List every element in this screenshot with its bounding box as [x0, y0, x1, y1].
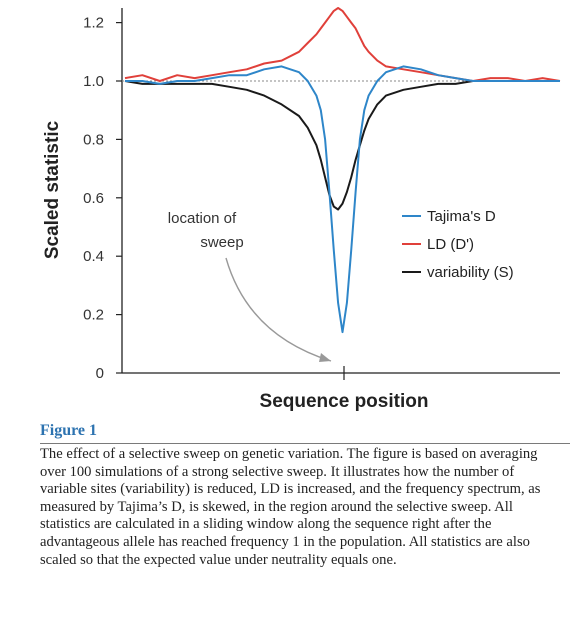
y-axis-ticks: 0 0.2 0.4 0.6 0.8 1.0 1.2	[83, 15, 122, 382]
annotation-sweep-line2: sweep	[200, 234, 243, 251]
annotation-arrow	[225, 257, 332, 362]
legend-label: variability (S)	[427, 264, 514, 281]
series-lines	[124, 7, 561, 334]
y-tick-label: 0.8	[83, 131, 104, 148]
y-tick-label: 1.2	[83, 15, 104, 32]
series-line	[124, 80, 560, 211]
legend: Tajima's D LD (D') variability (S)	[402, 208, 514, 281]
caption-divider	[40, 443, 570, 444]
series-line	[124, 7, 561, 82]
y-tick-label: 0.6	[83, 190, 104, 207]
legend-label: Tajima's D	[427, 208, 496, 225]
legend-label: LD (D')	[427, 236, 474, 253]
figure-chart: Scaled statistic 0 0.2 0.4 0.6 0.8 1.0 1.2 Seq…	[42, 7, 561, 412]
y-tick-label: 0	[96, 365, 104, 382]
y-tick-label: 1.0	[83, 73, 104, 90]
y-tick-label: 0.4	[83, 248, 104, 265]
caption-title: Figure 1	[40, 422, 98, 439]
y-axis-label: Scaled statistic	[42, 120, 63, 259]
annotation-sweep-line1: location of	[168, 210, 237, 227]
annotation-arrowhead	[319, 353, 331, 362]
figure-caption: Figure 1 The effect of a selective sweep…	[40, 422, 570, 569]
caption-text: The effect of a selective sweep on genet…	[40, 446, 541, 568]
x-axis-label: Sequence position	[260, 391, 429, 412]
series-line	[125, 65, 560, 334]
y-tick-label: 0.2	[83, 307, 104, 324]
